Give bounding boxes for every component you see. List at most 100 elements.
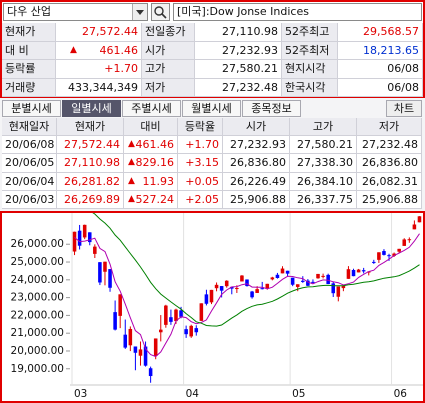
candle-body xyxy=(153,338,158,356)
value-cell: +1.70 xyxy=(178,136,223,155)
candle-body xyxy=(265,283,270,289)
value-cell: 26,226.49 xyxy=(223,172,290,191)
candle-body xyxy=(351,269,356,277)
quote-value: 29,568.57 xyxy=(338,23,423,42)
moving-average xyxy=(92,213,420,327)
search-icon xyxy=(154,6,167,19)
candle-body xyxy=(417,216,422,223)
column-header: 대비 xyxy=(124,118,178,136)
value-cell: 27,572.44 xyxy=(57,136,124,155)
y-tick-label: 25,000.00 xyxy=(11,256,64,268)
candle-body xyxy=(285,270,290,274)
value-cell: 27,232.48 xyxy=(357,136,422,155)
candle-body xyxy=(179,310,183,317)
candle-body xyxy=(311,281,315,283)
candle-body xyxy=(255,289,259,293)
candle-body xyxy=(123,334,128,348)
value-cell: 461.46 ▲ xyxy=(124,136,178,155)
value-cell: 26,384.10 xyxy=(290,172,357,191)
symbol-field[interactable]: [미국]:Dow Jonse Indices xyxy=(173,3,422,21)
value-cell: +2.05 xyxy=(178,190,223,210)
y-tick-label: 23,000.00 xyxy=(11,292,64,304)
candle-body xyxy=(240,275,244,282)
candle-body xyxy=(316,273,320,279)
candle-body xyxy=(306,280,310,286)
quote-value: 461.46 ▲ xyxy=(56,41,142,60)
candle-body xyxy=(98,262,102,283)
quote-value: 06/08 xyxy=(338,60,423,79)
quote-label: 전일종가 xyxy=(142,23,195,42)
tab[interactable]: 월별시세 xyxy=(182,100,241,117)
value-cell: 27,338.30 xyxy=(290,154,357,173)
value-cell: 26,082.31 xyxy=(357,172,422,191)
candle-body xyxy=(382,251,386,255)
quote-value: 27,232.48 xyxy=(195,78,282,97)
quote-label: 고가 xyxy=(142,60,195,79)
candle-body xyxy=(72,231,77,252)
candle-body xyxy=(184,329,188,335)
value-cell: 25,906.88 xyxy=(357,190,422,210)
date-cell: 20/06/08 xyxy=(2,136,57,155)
candle-body xyxy=(270,277,275,280)
quote-label: 현재가 xyxy=(2,23,56,42)
value-cell: 26,836.80 xyxy=(357,154,422,173)
candle-body xyxy=(214,284,219,289)
quote-label: 한국시각 xyxy=(282,78,338,97)
candle-body xyxy=(341,285,346,289)
value-cell: 26,836.80 xyxy=(223,154,290,173)
candle-body xyxy=(235,288,239,290)
candle-body xyxy=(133,346,138,353)
symbol-name: 다우 산업 xyxy=(7,5,51,18)
candle-body xyxy=(174,309,178,322)
search-button[interactable] xyxy=(151,3,170,21)
candle-body xyxy=(290,277,295,285)
candle-body xyxy=(280,268,285,274)
candle-body xyxy=(372,261,376,263)
chart-button[interactable]: 차트 xyxy=(386,100,422,117)
candle-body xyxy=(275,274,280,279)
candle-body xyxy=(189,325,193,337)
x-tick-label: 03 xyxy=(74,388,87,400)
candle-body xyxy=(194,328,199,333)
value-cell: 27,110.98 xyxy=(57,154,124,173)
y-tick-label: 22,000.00 xyxy=(11,309,64,321)
tab[interactable]: 분별시세 xyxy=(2,100,61,117)
candle-body xyxy=(77,230,82,246)
quote-label: 52주최저 xyxy=(282,41,338,60)
value-cell: 527.24 ▲ xyxy=(124,190,178,210)
candle-body xyxy=(82,224,87,238)
tab[interactable]: 종목정보 xyxy=(242,100,301,117)
symbol-combobox[interactable]: 다우 산업 xyxy=(3,3,148,21)
candle-body xyxy=(103,261,107,272)
quote-value: 27,110.98 xyxy=(195,23,282,42)
candle-body xyxy=(230,286,234,289)
dropdown-button[interactable] xyxy=(132,4,147,20)
candle-body xyxy=(118,294,122,316)
candle-body xyxy=(331,283,336,294)
up-arrow: ▲ xyxy=(128,157,135,168)
quote-label: 52주최고 xyxy=(282,23,338,42)
value-cell: 27,232.93 xyxy=(223,136,290,155)
candle-body xyxy=(336,286,341,297)
x-tick-label: 05 xyxy=(292,388,305,400)
dropdown-arrow xyxy=(136,10,144,15)
quote-label: 현지시각 xyxy=(282,60,338,79)
value-cell: 27,580.21 xyxy=(290,136,357,155)
column-header: 시가 xyxy=(223,118,290,136)
tab[interactable]: 주별시세 xyxy=(122,100,181,117)
candle-body xyxy=(392,253,396,256)
candle-body xyxy=(412,224,417,230)
quote-label: 시가 xyxy=(142,41,195,60)
candle-body xyxy=(199,303,204,321)
candle-body xyxy=(204,294,209,304)
column-header: 현재가 xyxy=(57,118,124,136)
candle-body xyxy=(407,239,412,241)
y-tick-label: 26,000.00 xyxy=(11,238,64,250)
up-arrow: ▲ xyxy=(128,175,135,186)
candle-body xyxy=(295,284,300,287)
candle-body xyxy=(397,248,401,252)
date-cell: 20/06/03 xyxy=(2,190,57,210)
tab[interactable]: 일별시세 xyxy=(62,100,121,117)
candle-body xyxy=(169,317,173,322)
